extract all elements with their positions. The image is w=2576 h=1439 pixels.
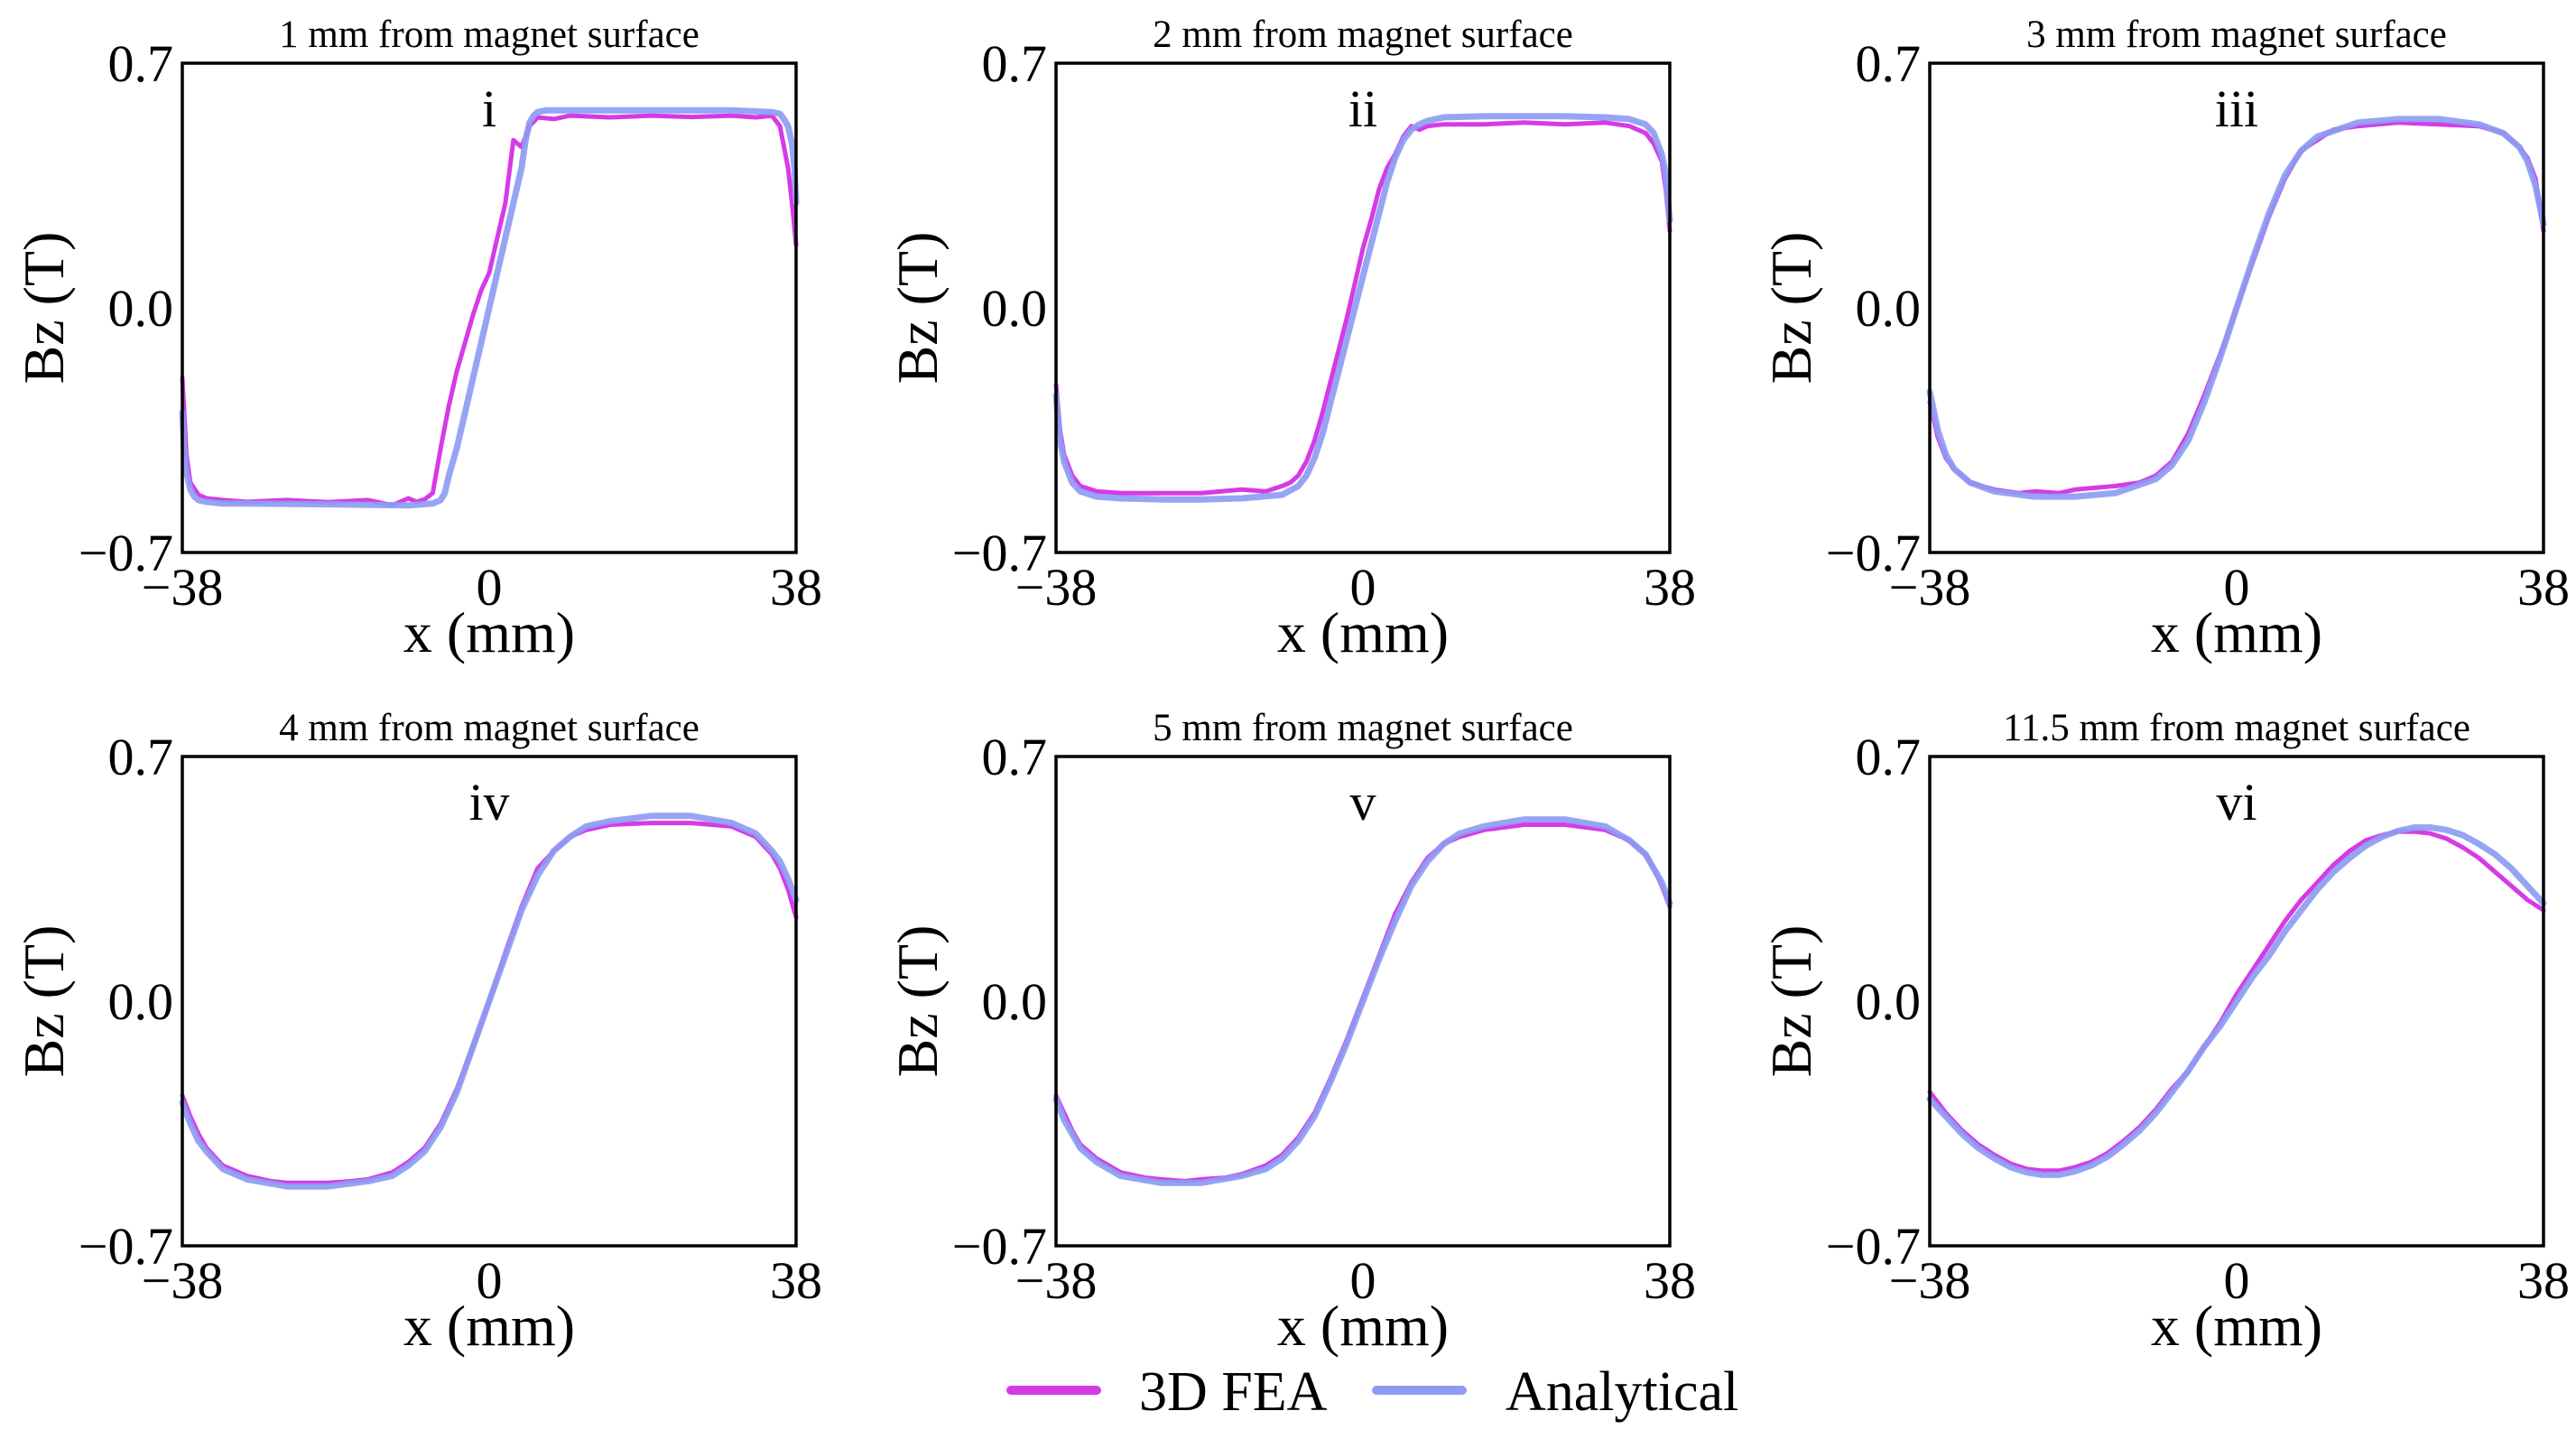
y-tick-label: −0.7 xyxy=(1826,524,1921,582)
panel-label: v xyxy=(1350,773,1376,831)
chart-panel-v: 5 mm from magnet surface v 0.7 0.0 −0.7−38 0 3… xyxy=(885,707,1696,1358)
y-tick-label: 0.0 xyxy=(1856,972,1922,1031)
y-tick-label: 0.7 xyxy=(982,34,1048,93)
chart-panel-i: 1 mm from magnet surface i 0.7 0.0 −0.7−38 0 3… xyxy=(12,14,822,664)
y-axis-label: Bz (T) xyxy=(12,232,76,385)
panel-title: 5 mm from magnet surface xyxy=(1153,707,1573,749)
legend: 3D FEA Analytical xyxy=(1006,1361,1738,1423)
panel-title: 3 mm from magnet surface xyxy=(2026,14,2447,56)
x-axis-label: x (mm) xyxy=(2151,600,2322,664)
x-tick-label: 38 xyxy=(770,1251,822,1310)
series-analytical-line xyxy=(1926,116,2547,500)
series-3d-fea-line xyxy=(1927,829,2546,1174)
panel-title: 2 mm from magnet surface xyxy=(1153,14,1573,56)
y-axis-label: Bz (T) xyxy=(1759,925,1823,1078)
panel-label: iv xyxy=(468,773,509,831)
y-tick-label: 0.0 xyxy=(1856,279,1922,338)
x-tick-label: −38 xyxy=(1889,1251,1971,1310)
panel-title: 11.5 mm from magnet surface xyxy=(2003,707,2470,749)
panel-label: vi xyxy=(2216,773,2256,831)
panel-title: 4 mm from magnet surface xyxy=(279,707,700,749)
x-tick-label: −38 xyxy=(1015,1251,1098,1310)
y-tick-label: 0.0 xyxy=(982,972,1048,1031)
plot-frame xyxy=(1928,755,2545,1248)
series-analytical-line xyxy=(179,107,800,509)
x-axis-label: x (mm) xyxy=(2151,1294,2322,1358)
series-analytical-line xyxy=(1052,113,1673,503)
chart-panel-vi: 11.5 mm from magnet surface vi 0.7 0.0 −0.7−… xyxy=(1759,707,2570,1358)
series-analytical-line xyxy=(1926,824,2547,1178)
y-tick-label: 0.7 xyxy=(982,728,1048,786)
y-tick-label: 0.0 xyxy=(108,972,174,1031)
y-tick-label: 0.7 xyxy=(108,34,174,93)
x-axis-label: x (mm) xyxy=(1277,1294,1449,1358)
x-tick-label: 0 xyxy=(2224,1251,2250,1310)
y-tick-label: −0.7 xyxy=(79,524,173,582)
x-axis-label: x (mm) xyxy=(1277,600,1449,664)
x-tick-label: 38 xyxy=(2517,1251,2570,1310)
x-tick-label: 0 xyxy=(477,558,503,617)
panel-label: ii xyxy=(1348,79,1377,138)
y-axis-label: Bz (T) xyxy=(885,232,950,385)
x-axis-label: x (mm) xyxy=(403,600,575,664)
chart-panel-ii: 2 mm from magnet surface ii 0.7 0.0 −0.7−38 0… xyxy=(885,14,1696,664)
x-tick-label: 38 xyxy=(1644,558,1696,617)
x-tick-label: 0 xyxy=(2224,558,2250,617)
plot-frame xyxy=(181,755,798,1248)
x-tick-label: 0 xyxy=(1350,1251,1376,1310)
series-analytical-line xyxy=(179,812,800,1190)
legend-fea-label: 3D FEA xyxy=(1139,1361,1328,1423)
plot-frame xyxy=(1054,755,1672,1248)
x-tick-label: −38 xyxy=(142,1251,224,1310)
x-tick-label: −38 xyxy=(142,558,224,617)
plot-frame xyxy=(1928,61,2545,554)
chart-panel-iv: 4 mm from magnet surface iv 0.7 0.0 −0.7−38 0… xyxy=(12,707,822,1358)
chart-panel-iii: 3 mm from magnet surface iii 0.7 0.0 −0.7−38… xyxy=(1759,14,2570,664)
y-tick-label: −0.7 xyxy=(79,1217,173,1276)
x-tick-label: 38 xyxy=(1644,1251,1696,1310)
y-tick-label: −0.7 xyxy=(952,1217,1047,1276)
series-3d-fea-line xyxy=(1053,120,1673,496)
y-axis-label: Bz (T) xyxy=(885,925,950,1078)
x-tick-label: −38 xyxy=(1889,558,1971,617)
panel-label: i xyxy=(482,79,496,138)
legend-analytical-label: Analytical xyxy=(1506,1361,1738,1423)
y-tick-label: −0.7 xyxy=(952,524,1047,582)
series-analytical-line xyxy=(1052,816,1673,1186)
y-tick-label: 0.0 xyxy=(982,279,1048,338)
y-tick-label: 0.7 xyxy=(1856,34,1922,93)
x-tick-label: 38 xyxy=(770,558,822,617)
y-tick-label: 0.7 xyxy=(1856,728,1922,786)
y-tick-label: 0.7 xyxy=(108,728,174,786)
panel-title: 1 mm from magnet surface xyxy=(279,14,700,56)
plot-frame xyxy=(1054,61,1672,554)
x-axis-label: x (mm) xyxy=(403,1294,575,1358)
x-tick-label: 0 xyxy=(477,1251,503,1310)
x-tick-label: 0 xyxy=(1350,558,1376,617)
y-axis-label: Bz (T) xyxy=(1759,232,1823,385)
y-tick-label: −0.7 xyxy=(1826,1217,1921,1276)
panel-label: iii xyxy=(2215,79,2258,138)
y-tick-label: 0.0 xyxy=(108,279,174,338)
x-tick-label: −38 xyxy=(1015,558,1098,617)
x-tick-label: 38 xyxy=(2517,558,2570,617)
plot-frame xyxy=(181,61,798,554)
y-axis-label: Bz (T) xyxy=(12,925,76,1078)
